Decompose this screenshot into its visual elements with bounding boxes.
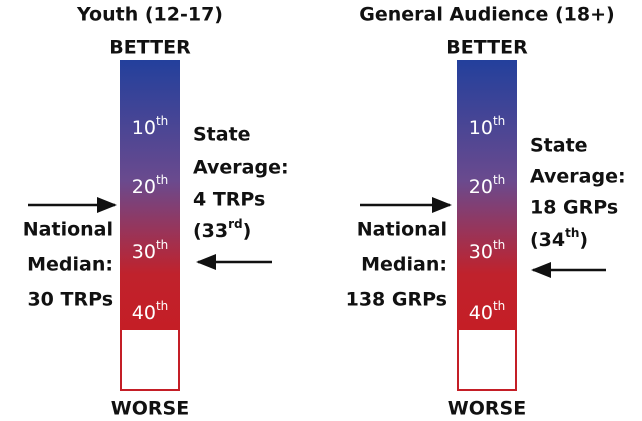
rank-bar — [457, 60, 517, 328]
state-average-line: 18 GRPs — [530, 197, 618, 219]
rank-label: 20th — [132, 173, 169, 198]
bottom-box — [120, 328, 180, 391]
rank-suffix: th — [493, 173, 505, 187]
state-rank-close: ) — [579, 229, 588, 251]
rank-suffix: th — [493, 114, 505, 128]
rank-label: 40th — [469, 299, 506, 324]
rank-number: 40 — [132, 302, 156, 324]
rank-number: 10 — [469, 117, 493, 139]
state-rank-open: (34 — [530, 229, 565, 251]
national-median-line: National — [357, 219, 447, 241]
state-rank-close: ) — [243, 220, 252, 242]
national-median-line: 30 TRPs — [27, 289, 113, 311]
state-average-line: State — [530, 135, 588, 157]
rank-label: 20th — [469, 173, 506, 198]
better-label: BETTER — [109, 37, 191, 59]
national-median-line: 138 GRPs — [346, 289, 447, 311]
state-rank: (34th) — [530, 226, 588, 251]
rank-number: 20 — [469, 176, 493, 198]
bottom-box — [457, 328, 517, 391]
rank-suffix: th — [156, 114, 168, 128]
worse-label: WORSE — [448, 398, 526, 420]
state-average-line: State — [193, 124, 251, 146]
rank-label: 30th — [132, 238, 169, 263]
rank-suffix: th — [156, 299, 168, 313]
rank-number: 20 — [132, 176, 156, 198]
worse-label: WORSE — [111, 398, 189, 420]
state-average-line: Average: — [193, 157, 289, 179]
state-average-line: Average: — [530, 166, 626, 188]
state-average-line: 4 TRPs — [193, 189, 265, 211]
rank-suffix: th — [493, 238, 505, 252]
rank-number: 10 — [132, 117, 156, 139]
rank-suffix: th — [156, 238, 168, 252]
better-label: BETTER — [446, 37, 528, 59]
rank-label: 40th — [132, 299, 169, 324]
rank-number: 30 — [469, 241, 493, 263]
rank-number: 30 — [132, 241, 156, 263]
state-rank-suffix: rd — [228, 217, 243, 231]
panel-title: Youth (12-17) — [76, 4, 223, 26]
rank-bar — [120, 60, 180, 328]
national-median-line: Median: — [27, 254, 113, 276]
state-rank: (33rd) — [193, 217, 251, 242]
national-median-line: Median: — [361, 254, 447, 276]
state-rank-suffix: th — [565, 226, 579, 240]
rank-label: 10th — [469, 114, 506, 139]
rank-label: 30th — [469, 238, 506, 263]
national-median-line: National — [23, 219, 113, 241]
state-rank-open: (33 — [193, 220, 228, 242]
rank-label: 10th — [132, 114, 169, 139]
rank-suffix: th — [156, 173, 168, 187]
rank-suffix: th — [493, 299, 505, 313]
panel-title: General Audience (18+) — [359, 4, 614, 26]
rank-number: 40 — [469, 302, 493, 324]
